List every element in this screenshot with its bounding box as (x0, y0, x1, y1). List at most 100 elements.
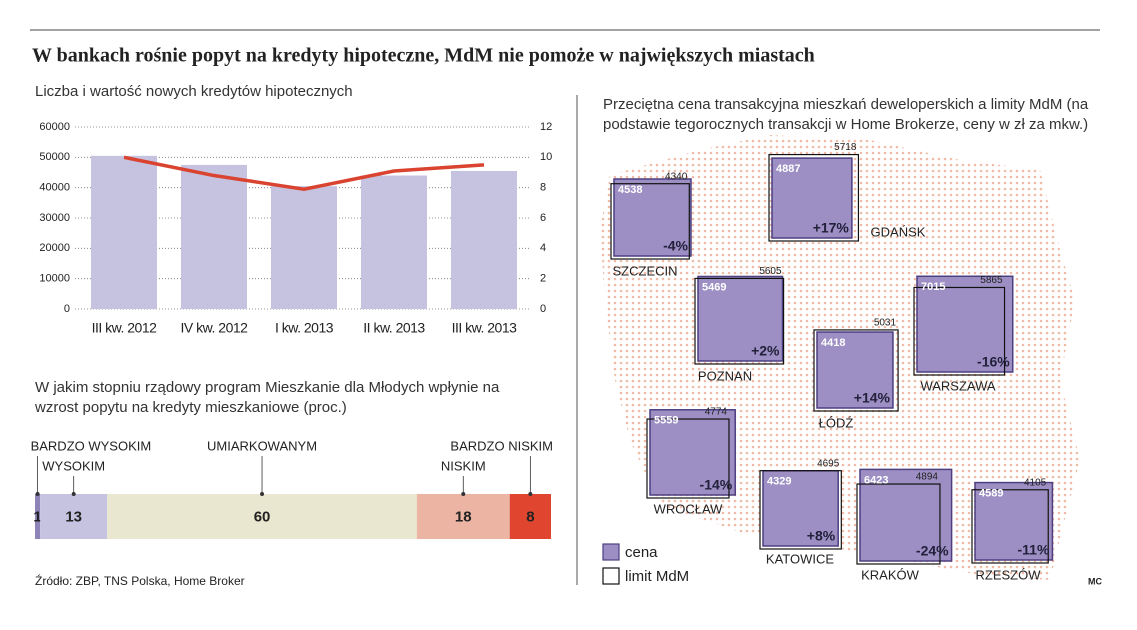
limit-square (971, 489, 1049, 564)
price-label: 5559 (654, 415, 678, 427)
price-square (974, 481, 1054, 561)
y-tick-label: 10000 (39, 273, 70, 285)
segment (509, 494, 551, 539)
bar (181, 164, 247, 309)
y-tick-label: 20000 (39, 242, 70, 254)
change-label: +8% (807, 528, 836, 544)
limit-label: 5865 (980, 275, 1003, 286)
limit-label: 5718 (834, 142, 857, 153)
limit-square (610, 183, 690, 260)
price-square (697, 275, 784, 362)
limit-square (768, 153, 860, 242)
x-tick-label: I kw. 2013 (275, 320, 334, 336)
city-label: ŁÓDŹ (819, 415, 854, 430)
y-tick-label: 60000 (39, 121, 70, 133)
price-label: 4589 (979, 487, 1003, 499)
price-square (649, 409, 736, 496)
y2-tick-label: 4 (540, 242, 546, 254)
legend-label: cena (625, 544, 658, 561)
city-label: GDAŃSK (871, 224, 926, 239)
city-label: WROCŁAW (654, 501, 724, 516)
x-tick-label: IV kw. 2012 (181, 320, 249, 336)
limit-square (813, 329, 899, 412)
legend-swatch (602, 567, 620, 585)
change-label: -16% (977, 354, 1010, 370)
limit-square (913, 286, 1006, 376)
source: Źródło: ZBP, TNS Polska, Home Broker (35, 573, 245, 588)
y2-tick-label: 12 (540, 121, 552, 133)
leader-dot (461, 492, 466, 496)
city-label: KRAKÓW (861, 567, 920, 582)
city-label: KATOWICE (766, 551, 834, 566)
change-label: -24% (916, 543, 949, 559)
city-label: SZCZECIN (613, 263, 678, 278)
y2-tick-label: 6 (540, 212, 546, 224)
bar (271, 186, 337, 309)
bar (91, 155, 157, 309)
value-label: 13 (65, 508, 82, 525)
leader-dot (260, 492, 265, 496)
bar (361, 175, 427, 309)
chart-title: Przeciętna cena transakcyjna mieszkań de… (603, 96, 1089, 133)
x-tick-label: III kw. 2012 (92, 320, 158, 336)
price-label: 5469 (702, 281, 726, 293)
y2-tick-label: 0 (540, 303, 546, 315)
legend-label: BARDZO NISKIM (450, 438, 553, 453)
segment (107, 494, 417, 539)
limit-label: 4774 (705, 407, 728, 418)
limit-square (646, 418, 730, 499)
price-label: 4329 (767, 476, 791, 488)
legend-label: UMIARKOWANYM (207, 438, 317, 453)
y2-tick-label: 8 (540, 182, 546, 194)
leader-dot (71, 492, 76, 496)
legend-label: BARDZO WYSOKIM (31, 438, 152, 453)
bar (451, 170, 517, 309)
price-label: 4418 (821, 337, 845, 349)
change-label: +2% (751, 343, 780, 359)
limit-square (856, 483, 941, 565)
leader-dot (528, 492, 533, 496)
legend-label: NISKIM (441, 458, 486, 473)
chart-title: Liczba i wartość nowych kredytów hipotec… (35, 83, 353, 100)
value-label: 60 (254, 508, 271, 525)
y-tick-label: 50000 (39, 151, 70, 163)
line (123, 155, 485, 191)
y2-tick-label: 10 (540, 151, 552, 163)
city-label: POZNAŃ (698, 368, 752, 383)
value-label: 1 (33, 508, 41, 525)
price-square (859, 468, 953, 562)
price-label: 4887 (776, 163, 800, 175)
limit-square (694, 277, 785, 365)
chart-title: W jakim stopniu rządowy program Mieszkan… (35, 379, 500, 416)
segment (40, 494, 108, 539)
city-label: WARSZAWA (920, 378, 995, 393)
legend-label: limit MdM (625, 568, 689, 585)
value-label: 18 (455, 508, 472, 525)
price-square (916, 275, 1014, 373)
y-tick-label: 40000 (39, 182, 70, 194)
y-tick-label: 0 (64, 303, 70, 315)
value-label: 8 (526, 508, 534, 525)
change-label: -11% (1018, 542, 1050, 558)
change-label: +14% (854, 390, 891, 406)
main-title: W bankach rośnie popyt na kredyty hipote… (32, 45, 815, 67)
change-label: -4% (663, 238, 688, 254)
change-label: -14% (700, 477, 733, 493)
city-label: RZESZÓW (976, 567, 1042, 582)
legend-swatch (602, 543, 620, 561)
leader-dot (35, 492, 40, 496)
limit-label: 5031 (874, 318, 897, 329)
price-label: 7015 (921, 281, 945, 293)
limit-label: 4105 (1024, 477, 1047, 488)
price-square (816, 331, 894, 409)
y2-tick-label: 2 (540, 273, 546, 285)
segment (416, 494, 510, 539)
x-tick-label: II kw. 2013 (363, 320, 425, 336)
price-square (762, 470, 839, 547)
x-tick-label: III kw. 2013 (452, 320, 518, 336)
legend-label: WYSOKIM (42, 458, 105, 473)
price-label: 4538 (618, 184, 642, 196)
y-tick-label: 30000 (39, 212, 70, 224)
